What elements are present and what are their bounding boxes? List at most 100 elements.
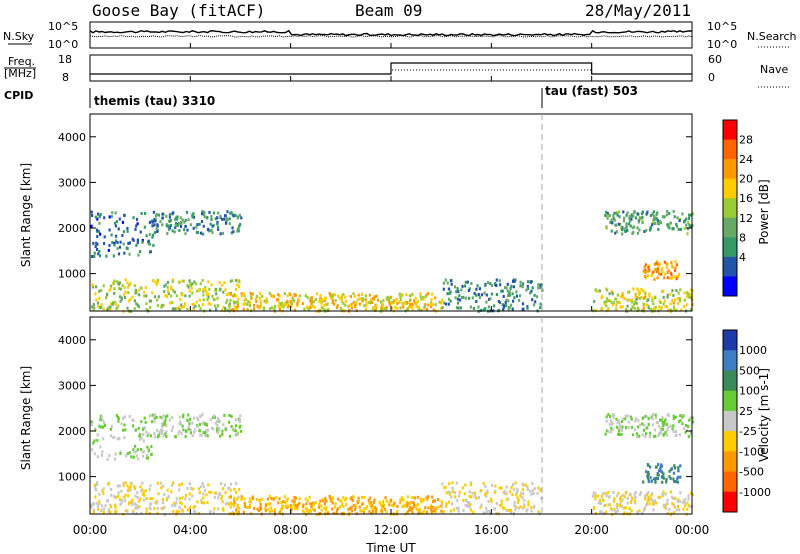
- echo-cell: [621, 232, 624, 236]
- echo-cell: [652, 270, 655, 274]
- echo-cell: [686, 232, 689, 236]
- echo-cell: [131, 418, 134, 422]
- echo-cell: [98, 501, 101, 505]
- echo-cell: [126, 452, 129, 456]
- echo-cell: [460, 296, 464, 299]
- echo-cell: [262, 308, 266, 312]
- echo-cell: [325, 506, 328, 509]
- echo-cell: [344, 303, 347, 307]
- echo-cell: [212, 511, 215, 515]
- echo-cell: [674, 415, 677, 419]
- echo-cell: [119, 498, 122, 501]
- echo-cell: [407, 305, 410, 309]
- echo-cell: [194, 304, 197, 308]
- echo-cell: [420, 308, 423, 312]
- colorbar-frame: [722, 329, 738, 513]
- echo-cell: [657, 495, 660, 499]
- freq-label-1: Freq.: [8, 55, 35, 68]
- echo-cell: [217, 416, 220, 420]
- echo-cell: [495, 278, 498, 282]
- echo-cell: [228, 217, 231, 221]
- echo-cell: [648, 497, 651, 501]
- echo-cell: [342, 301, 345, 305]
- echo-cell: [123, 251, 126, 255]
- echo-cell: [646, 269, 650, 273]
- echo-cell: [666, 428, 669, 432]
- echo-cell: [608, 503, 611, 507]
- echo-cell: [663, 299, 666, 303]
- echo-cell: [119, 502, 122, 506]
- echo-cell: [177, 432, 180, 436]
- echo-cell: [294, 503, 297, 507]
- echo-cell: [654, 416, 658, 420]
- echo-cell: [121, 220, 124, 224]
- echo-cell: [278, 294, 281, 298]
- echo-cell: [665, 422, 668, 426]
- echo-cell: [655, 213, 658, 217]
- echo-cell: [217, 430, 220, 434]
- echo-cell: [626, 496, 629, 500]
- echo-cell: [537, 283, 540, 287]
- echo-cell: [137, 288, 140, 292]
- echo-cell: [92, 510, 95, 514]
- echo-cell: [107, 482, 110, 486]
- echo-cell: [634, 491, 637, 494]
- echo-cell: [101, 425, 104, 429]
- nave-label: Nave: [760, 63, 788, 76]
- echo-cell: [123, 286, 126, 289]
- echo-cell: [99, 414, 102, 418]
- echo-cell: [615, 417, 618, 421]
- echo-cell: [620, 505, 623, 508]
- echo-cell: [249, 500, 253, 504]
- echo-cell: [666, 502, 669, 506]
- echo-cell: [124, 499, 127, 503]
- echo-cell: [171, 301, 174, 305]
- echo-cell: [212, 211, 216, 215]
- echo-cell: [656, 276, 659, 280]
- echo-cell: [138, 499, 141, 503]
- echo-cell: [250, 296, 253, 300]
- echo-cell: [417, 308, 420, 311]
- echo-cell: [617, 419, 620, 423]
- echo-cell: [132, 455, 135, 459]
- echo-cell: [673, 269, 677, 273]
- echo-cell: [212, 297, 215, 301]
- echo-cell: [207, 280, 210, 284]
- echo-cell: [647, 480, 650, 484]
- echo-cell: [178, 229, 181, 233]
- echo-cell: [180, 303, 183, 307]
- echo-cell: [256, 304, 259, 308]
- echo-cell: [654, 479, 657, 483]
- echo-cell: [219, 434, 222, 438]
- echo-cell: [253, 303, 256, 307]
- echo-cell: [541, 289, 544, 292]
- echo-cell: [312, 503, 316, 507]
- echo-cell: [98, 492, 101, 496]
- echo-cell: [134, 444, 137, 448]
- echo-cell: [199, 231, 203, 235]
- echo-cell: [370, 501, 373, 504]
- echo-cell: [174, 224, 177, 228]
- echo-cell: [103, 421, 106, 425]
- echo-cell: [162, 501, 165, 505]
- echo-cell: [610, 229, 613, 233]
- echo-cell: [427, 303, 430, 307]
- echo-cell: [644, 435, 647, 439]
- echo-cell: [409, 502, 412, 506]
- echo-cell: [324, 499, 327, 503]
- echo-cell: [201, 210, 204, 214]
- echo-cell: [610, 218, 613, 222]
- echo-cell: [284, 501, 287, 505]
- echo-cell: [521, 307, 524, 311]
- echo-cell: [323, 299, 326, 303]
- echo-cell: [97, 507, 100, 511]
- echo-cell: [184, 435, 187, 439]
- echo-cell: [605, 494, 608, 498]
- echo-cell: [533, 303, 536, 307]
- echo-cell: [631, 298, 634, 302]
- echo-cell: [634, 216, 638, 220]
- echo-cell: [611, 428, 614, 432]
- echo-cell: [297, 299, 301, 303]
- echo-cell: [666, 498, 669, 502]
- echo-cell: [537, 486, 540, 490]
